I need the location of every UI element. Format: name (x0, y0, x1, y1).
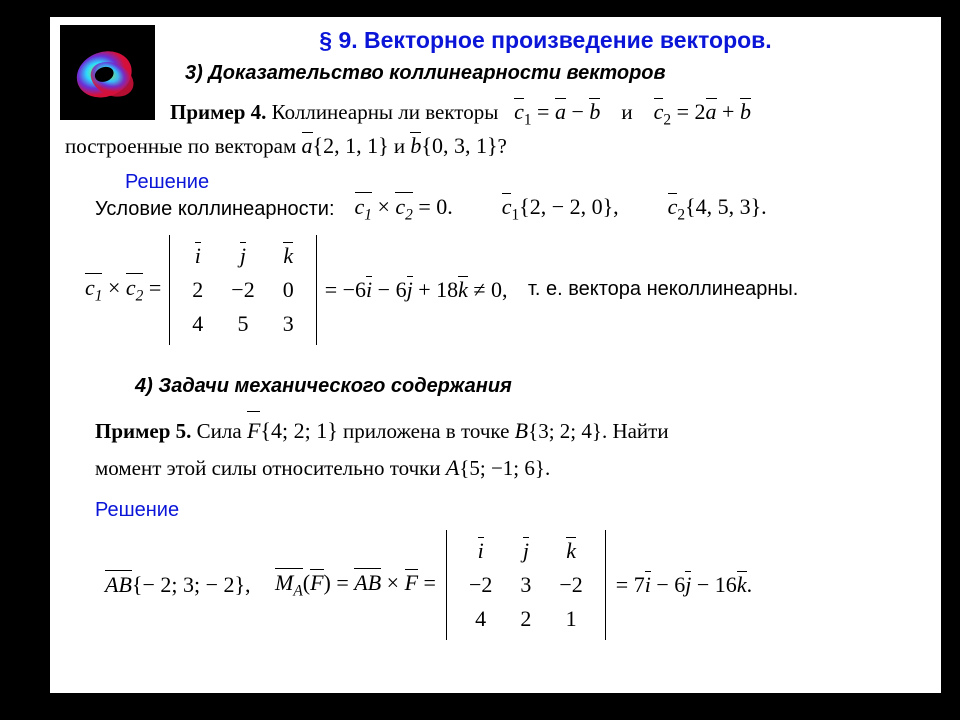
solution-label-2: Решение (95, 499, 926, 522)
example-5-label: Пример 5. (95, 419, 191, 443)
subsection-3: 3) Доказательство коллинеарности векторо… (185, 62, 926, 85)
example-4-label: Пример 4. (170, 100, 266, 124)
c1-coords: c1{2, − 2, 0}, (502, 194, 619, 224)
example-4-line1: Пример 4. Коллинеарны ли векторы c1 = a … (170, 99, 926, 129)
and-label: и (621, 100, 632, 124)
determinant-1-line: c1 × c2 = ijk 2−20 453 = −6i − 6j + 18k … (85, 235, 926, 345)
example-5: Пример 5. Сила F{4; 2; 1} приложена в то… (95, 412, 926, 487)
collinearity-condition-line: Условие коллинеарности: c1 × c2 = 0. c1{… (95, 194, 926, 224)
example-4-text: Коллинеарны ли векторы (272, 100, 499, 124)
conclusion-1: т. е. вектора неколлинеарны. (528, 278, 798, 301)
moment-lhs: MA(F) = AB × F = (275, 570, 436, 600)
determinant-1: ijk 2−20 453 (169, 235, 316, 345)
ab-coords: AB{− 2; 3; − 2}, (105, 572, 251, 598)
condition-text: Условие коллинеарности: (95, 198, 335, 221)
solution-block-1: Решение (95, 171, 926, 194)
condition-formula: c1 × c2 = 0. (355, 194, 453, 224)
moment-result: = 7i − 6j − 16k. (616, 572, 752, 598)
determinant-2: ijk −23−2 421 (446, 530, 606, 640)
slide-frame: § 9. Векторное произведение векторов. 3)… (48, 15, 943, 695)
subsection-4: 4) Задачи механического содержания (135, 375, 926, 398)
c2-definition: c2 = 2a + b (654, 99, 751, 124)
c2-coords: c2{4, 5, 3}. (668, 194, 767, 224)
c1-definition: c1 = a − b (514, 99, 600, 124)
section-title: § 9. Векторное произведение векторов. (165, 27, 926, 54)
cross-result-1: = −6i − 6j + 18k ≠ 0, (325, 277, 508, 303)
solution-label-1: Решение (125, 171, 209, 194)
moment-calculation-line: AB{− 2; 3; − 2}, MA(F) = AB × F = ijk −2… (105, 530, 926, 640)
example-4-line2: построенные по векторам a{2, 1, 1} и b{0… (65, 133, 926, 159)
cross-lhs-1: c1 × c2 = (85, 275, 161, 305)
corner-logo (60, 25, 155, 120)
torus-icon (68, 33, 148, 113)
